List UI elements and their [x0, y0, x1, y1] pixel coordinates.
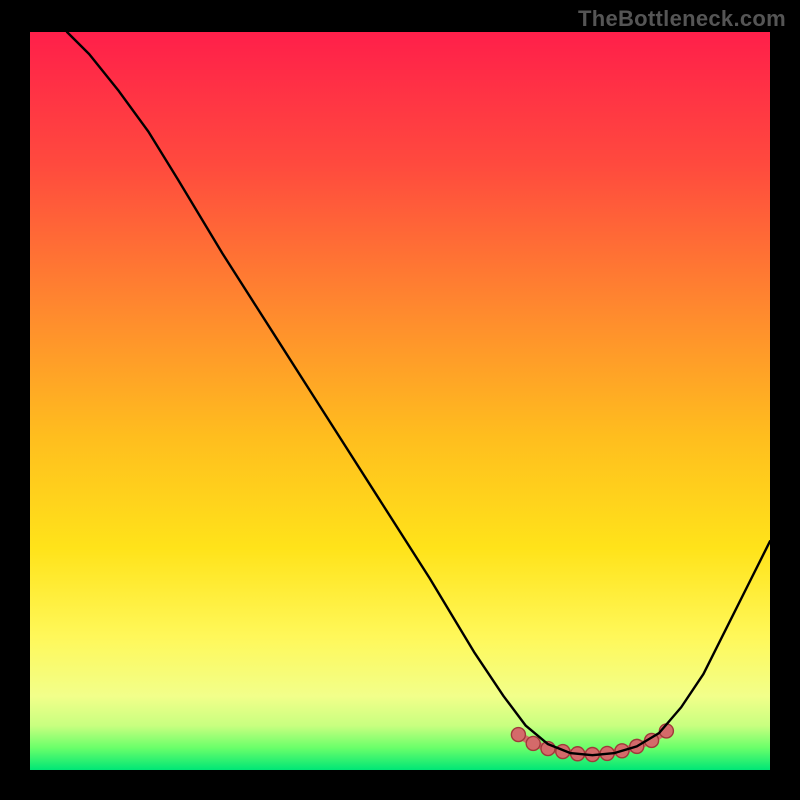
plot-background	[30, 32, 770, 770]
watermark-label: TheBottleneck.com	[578, 6, 786, 32]
marker-point	[526, 736, 540, 750]
bottleneck-chart	[0, 0, 800, 800]
chart-stage: TheBottleneck.com	[0, 0, 800, 800]
marker-point	[511, 728, 525, 742]
